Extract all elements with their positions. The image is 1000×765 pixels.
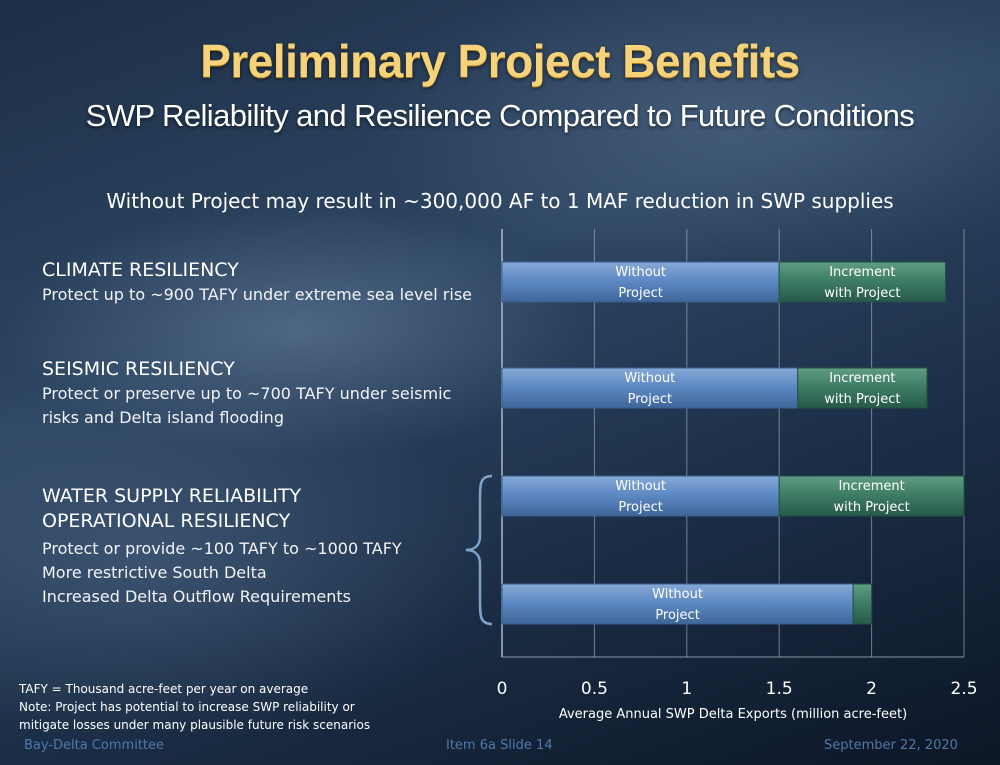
seismic-resiliency-section: SEISMIC RESILIENCY Protect or preserve u… bbox=[42, 357, 451, 430]
bar-data-label: Without bbox=[624, 371, 675, 386]
climate-resiliency-section: CLIMATE RESILIENCY Protect up to ~900 TA… bbox=[42, 258, 472, 307]
bar-data-label: Project bbox=[628, 392, 672, 407]
page-title: Preliminary Project Benefits bbox=[200, 35, 800, 87]
bar-data-label: with Project bbox=[824, 392, 900, 407]
x-tick-label: 0.5 bbox=[581, 679, 608, 699]
note-line: mitigate losses under many plausible fut… bbox=[19, 718, 371, 732]
bar-increment-with-project bbox=[797, 367, 928, 409]
water-supply-text-line: Increased Delta Outflow Requirements bbox=[42, 587, 352, 606]
bar-data-label: with Project bbox=[833, 500, 909, 515]
note-line: Note: Project has potential to increase … bbox=[19, 700, 355, 714]
seismic-text-line: Protect or preserve up to ~700 TAFY unde… bbox=[42, 384, 452, 403]
bar-without-project bbox=[501, 367, 799, 409]
water-supply-section: WATER SUPPLY RELIABILITY OPERATIONAL RES… bbox=[42, 484, 402, 609]
climate-heading: CLIMATE RESILIENCY bbox=[42, 259, 239, 281]
bar-without-project bbox=[501, 261, 780, 303]
bar-data-label: Increment bbox=[829, 371, 895, 386]
operational-heading: OPERATIONAL RESILIENCY bbox=[42, 510, 291, 532]
bar-data-label: Without bbox=[615, 265, 666, 280]
bar-increment-with-project bbox=[778, 475, 965, 517]
bar-increment-with-project bbox=[778, 261, 947, 303]
footer-committee: Bay-Delta Committee bbox=[24, 738, 165, 753]
bar-data-label: Increment bbox=[829, 265, 895, 280]
seismic-text-line: risks and Delta island flooding bbox=[42, 408, 284, 427]
note-line: TAFY = Thousand acre-feet per year on av… bbox=[19, 682, 309, 696]
bar-data-label: with Project bbox=[824, 286, 900, 301]
bar-without-project bbox=[501, 583, 854, 625]
x-axis-label: Average Annual SWP Delta Exports (millio… bbox=[559, 707, 907, 722]
bar-data-label: Without bbox=[652, 587, 703, 602]
x-tick-label: 1.5 bbox=[766, 679, 793, 699]
curly-brace-icon bbox=[465, 474, 493, 626]
bar-data-label: Project bbox=[655, 608, 699, 623]
x-tick-label: 2.5 bbox=[950, 679, 977, 699]
headline: Without Project may result in ~300,000 A… bbox=[106, 189, 894, 213]
bar-data-label: Increment bbox=[838, 479, 904, 494]
footer-slide-number: Item 6a Slide 14 bbox=[446, 738, 553, 753]
water-supply-text-line: More restrictive South Delta bbox=[42, 563, 267, 582]
seismic-heading: SEISMIC RESILIENCY bbox=[42, 358, 235, 380]
bar-data-label: Project bbox=[618, 500, 662, 515]
bar-increment-with-project bbox=[852, 583, 873, 625]
footer-date: September 22, 2020 bbox=[824, 738, 958, 753]
bar-data-label: Without bbox=[615, 479, 666, 494]
bar-data-label: Project bbox=[618, 286, 662, 301]
water-supply-text-line: Protect or provide ~100 TAFY to ~1000 TA… bbox=[42, 539, 402, 558]
x-tick-label: 1 bbox=[681, 679, 692, 699]
x-tick-label: 0 bbox=[497, 679, 508, 699]
notes: TAFY = Thousand acre-feet per year on av… bbox=[19, 680, 479, 734]
x-tick-label: 2 bbox=[866, 679, 877, 699]
climate-text: Protect up to ~900 TAFY under extreme se… bbox=[42, 285, 472, 304]
page-subtitle: SWP Reliability and Resilience Compared … bbox=[85, 98, 915, 133]
bar-without-project bbox=[501, 475, 780, 517]
water-supply-heading: WATER SUPPLY RELIABILITY bbox=[42, 485, 302, 507]
